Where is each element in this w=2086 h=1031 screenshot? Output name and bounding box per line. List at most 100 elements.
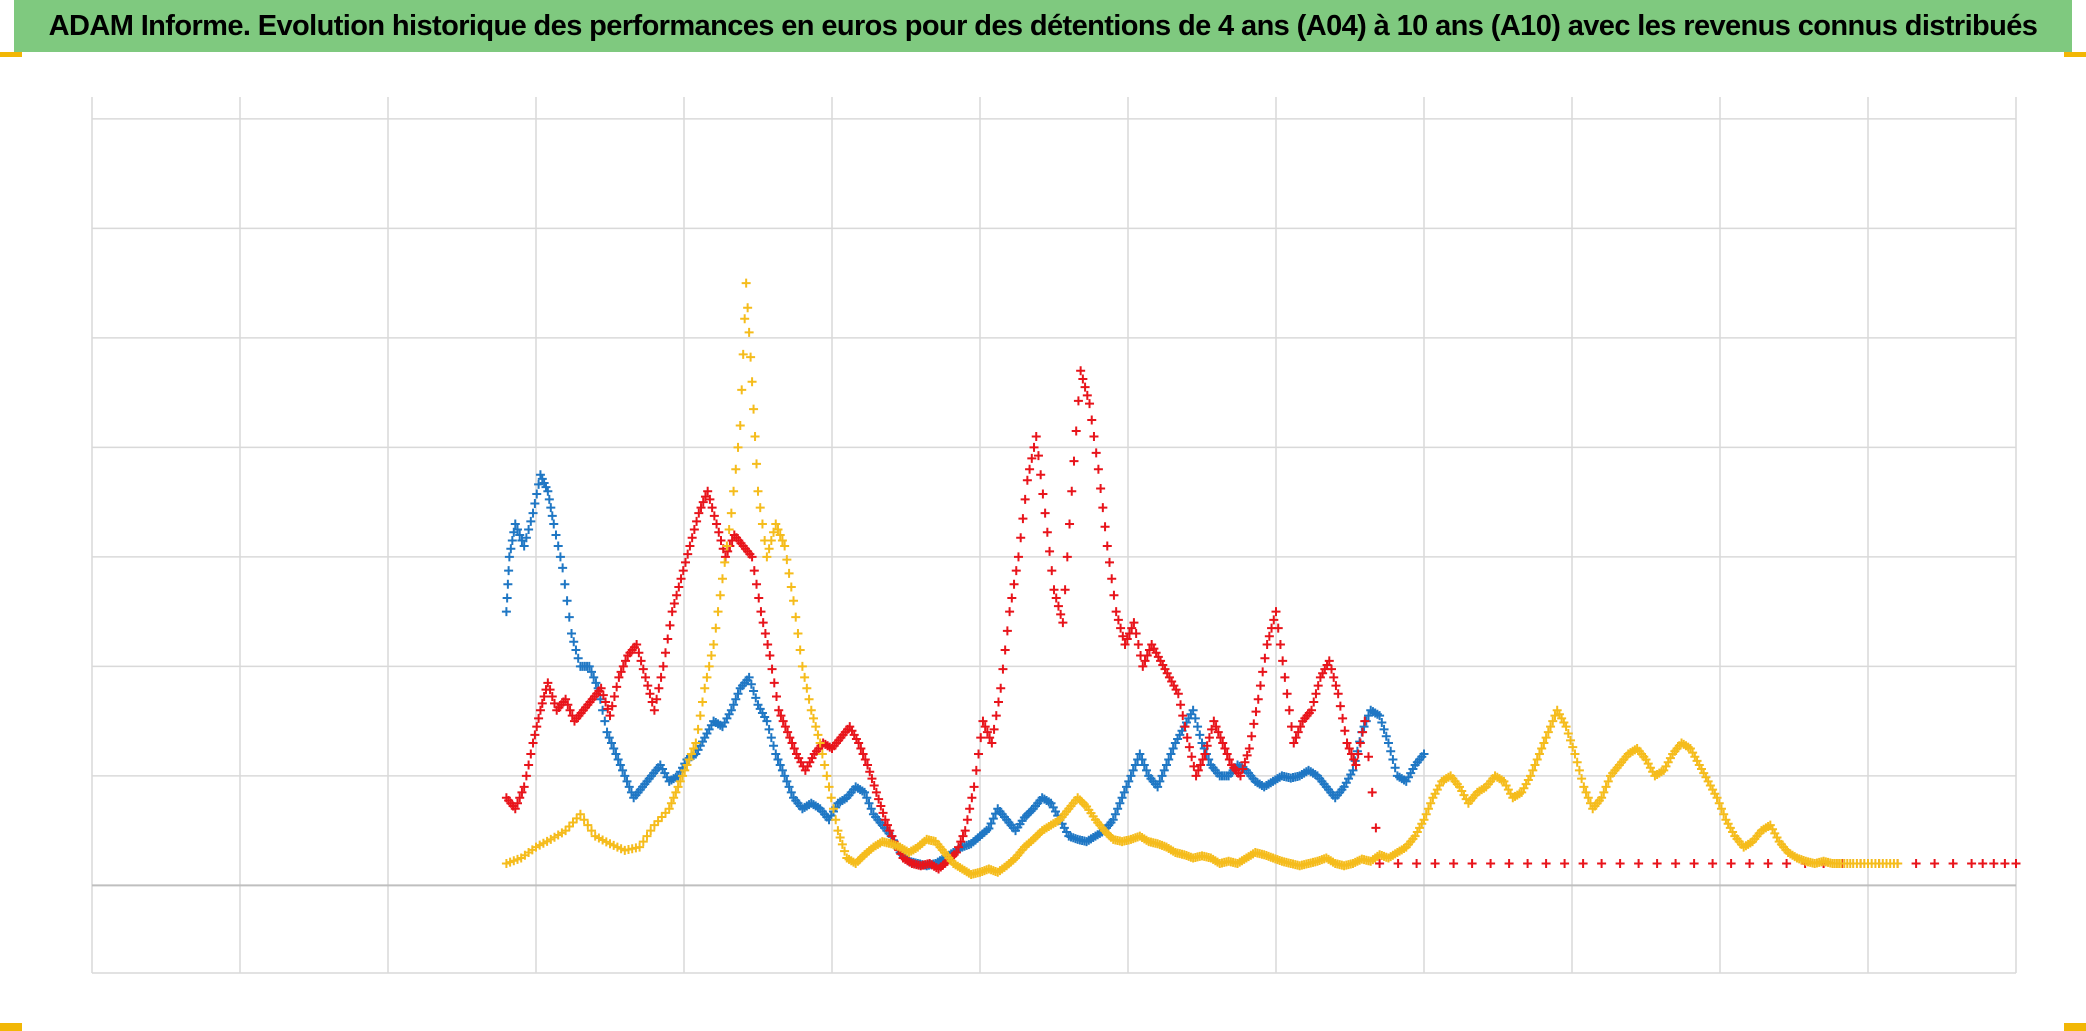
point-red-96-1 xyxy=(1353,749,1363,759)
point-red-79-1 xyxy=(1202,741,1212,751)
point-yellow-26 xyxy=(789,596,799,606)
point-red-98 xyxy=(1375,859,1385,868)
point-red-28-2 xyxy=(752,579,762,589)
point-blue-32 xyxy=(771,749,781,759)
point-red-58-3 xyxy=(1020,494,1030,504)
point-red-20-2 xyxy=(680,557,690,567)
point-red-3-3 xyxy=(534,713,544,723)
series-yellow xyxy=(501,278,1903,879)
point-red-21-2 xyxy=(689,525,699,535)
point-red-89-2 xyxy=(1293,727,1303,737)
point-red-99-1 xyxy=(1467,859,1477,868)
point-yellow-26-2 xyxy=(793,629,803,639)
point-red-2 xyxy=(519,782,529,792)
point-yellow-5 xyxy=(575,809,585,819)
point-red-71-1 xyxy=(1131,629,1141,639)
point-red-77-3 xyxy=(1189,761,1199,771)
point-yellow-27-3 xyxy=(804,694,814,704)
point-blue-76-1 xyxy=(1164,754,1174,764)
point-red-57 xyxy=(1005,607,1015,617)
point-yellow-17-1 xyxy=(720,557,730,567)
point-yellow-148 xyxy=(1893,859,1903,868)
point-yellow-111-3 xyxy=(1550,711,1560,721)
point-red-31 xyxy=(774,705,784,715)
point-red-40-3 xyxy=(860,754,870,764)
point-red-64 xyxy=(1067,486,1077,496)
point-blue-5-1 xyxy=(537,474,547,484)
point-red-96-3 xyxy=(1358,727,1368,737)
point-red-69 xyxy=(1111,607,1121,617)
point-red-80 xyxy=(1209,716,1219,726)
point-red-40 xyxy=(854,738,864,748)
point-red-31-2 xyxy=(778,716,788,726)
point-blue-29-3 xyxy=(751,693,761,703)
point-red-106-2 xyxy=(1989,859,1999,868)
point-red-100-1 xyxy=(1541,859,1551,868)
point-red-17 xyxy=(649,705,659,715)
point-yellow-31-1 xyxy=(835,832,845,842)
point-red-85-2 xyxy=(1258,667,1268,677)
point-red-13-1 xyxy=(616,667,626,677)
point-blue-4-3 xyxy=(534,479,544,489)
point-blue-75-2 xyxy=(1157,771,1167,781)
point-blue-3-3 xyxy=(526,516,536,526)
point-blue-76-3 xyxy=(1168,744,1178,754)
point-yellow-16 xyxy=(709,640,719,649)
point-blue-0-3 xyxy=(504,566,514,576)
point-yellow-110 xyxy=(1534,749,1544,759)
point-blue-27-1 xyxy=(729,700,739,710)
point-red-2-3 xyxy=(526,749,536,759)
point-red-102 xyxy=(1671,859,1681,868)
point-red-30-1 xyxy=(767,664,777,674)
point-yellow-29-3 xyxy=(822,771,832,781)
point-red-59-1 xyxy=(1025,464,1035,474)
point-yellow-25-2 xyxy=(784,568,794,578)
point-blue-70-1 xyxy=(1110,809,1120,819)
point-blue-56 xyxy=(984,823,994,833)
point-blue-71-3 xyxy=(1124,776,1134,786)
point-blue-71-2 xyxy=(1122,782,1132,792)
point-red-97-1 xyxy=(1364,752,1373,762)
point-red-11-1 xyxy=(598,690,608,700)
point-red-55-2 xyxy=(991,711,1001,721)
point-yellow-11-3 xyxy=(671,787,681,797)
point-yellow-109 xyxy=(1526,771,1536,781)
point-red-2-1 xyxy=(521,771,531,781)
point-red-58 xyxy=(1013,552,1023,562)
point-red-54-1 xyxy=(980,722,990,732)
point-yellow-16-3 xyxy=(715,590,725,600)
point-red-96-2 xyxy=(1355,738,1365,748)
point-red-5 xyxy=(543,678,553,688)
point-blue-32-2 xyxy=(775,760,785,770)
point-red-1-2 xyxy=(515,793,525,803)
point-red-64-2 xyxy=(1071,426,1081,436)
point-red-59-2 xyxy=(1027,453,1037,463)
point-red-98-2 xyxy=(1412,859,1422,868)
point-red-18-2 xyxy=(663,634,673,644)
point-red-63-1 xyxy=(1060,585,1070,595)
point-red-7-1 xyxy=(563,700,573,710)
point-red-13-3 xyxy=(621,656,631,666)
point-red-57-2 xyxy=(1009,579,1019,589)
point-red-68-2 xyxy=(1107,574,1117,584)
point-blue-75-3 xyxy=(1159,765,1169,775)
point-blue-6-3 xyxy=(547,511,557,521)
point-blue-27 xyxy=(726,705,736,715)
point-red-4-1 xyxy=(537,698,547,708)
point-blue-8-3 xyxy=(564,612,574,622)
point-blue-7-3 xyxy=(555,552,565,562)
point-yellow-26-1 xyxy=(791,612,801,622)
point-red-102-1 xyxy=(1689,859,1699,868)
point-yellow-24-2 xyxy=(775,530,785,540)
point-yellow-109-3 xyxy=(1532,754,1542,764)
point-red-15-3 xyxy=(638,664,648,674)
point-red-60-2 xyxy=(1036,470,1046,480)
point-red-69-2 xyxy=(1116,623,1126,633)
point-red-4 xyxy=(535,705,545,715)
point-blue-27-3 xyxy=(733,689,743,699)
point-red-52-3 xyxy=(967,793,977,803)
point-red-72-2 xyxy=(1142,650,1152,660)
point-red-17-1 xyxy=(652,694,662,704)
corner-mark-top-left xyxy=(0,52,22,57)
point-blue-0 xyxy=(501,607,511,617)
